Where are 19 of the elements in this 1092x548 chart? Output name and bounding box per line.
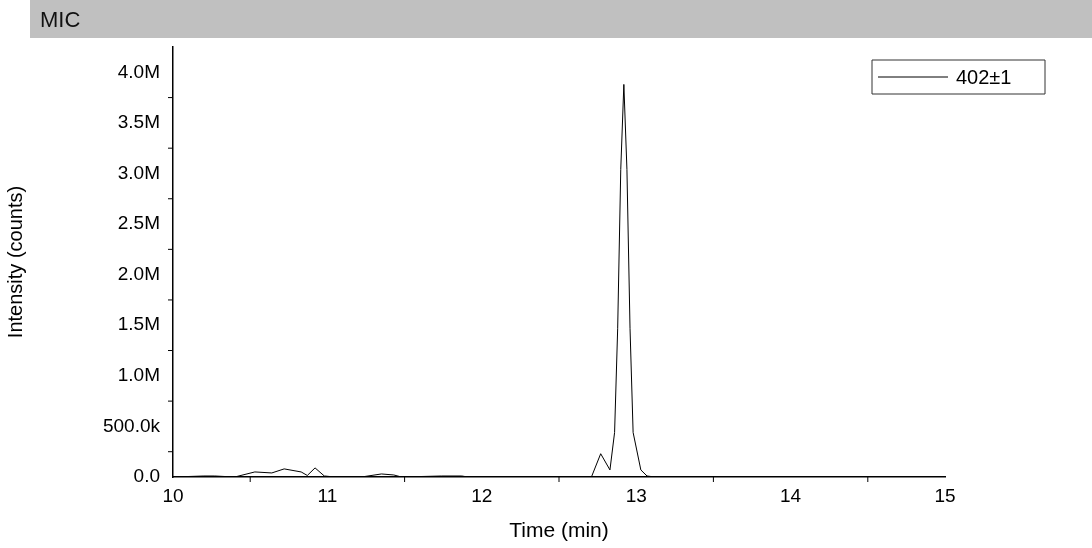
x-axis-title: Time (min) — [509, 518, 609, 542]
x-tick-label: 14 — [780, 484, 802, 506]
chart-title: MIC — [30, 0, 1092, 38]
y-axis-title: Intensity (counts) — [3, 185, 26, 339]
y-tick-label: 1.0M — [117, 364, 160, 386]
y-tick-label: 2.0M — [117, 262, 160, 284]
y-tick-label: 1.5M — [117, 313, 160, 335]
y-tick-label: 3.5M — [117, 111, 160, 133]
y-tick-label: 500.0k — [102, 414, 161, 436]
y-tick-label: 2.5M — [117, 212, 160, 234]
x-tick-label: 15 — [934, 484, 956, 506]
y-tick-label: 3.0M — [117, 161, 160, 183]
legend-label: 402±1 — [956, 65, 1012, 88]
x-tick-label: 11 — [317, 484, 338, 506]
y-tick-label: 0.0 — [133, 465, 160, 487]
x-tick-label: 10 — [162, 484, 184, 506]
x-tick-label: 12 — [471, 484, 493, 506]
x-tick-label: 13 — [625, 484, 647, 506]
y-tick-label: 4.0M — [117, 60, 160, 82]
